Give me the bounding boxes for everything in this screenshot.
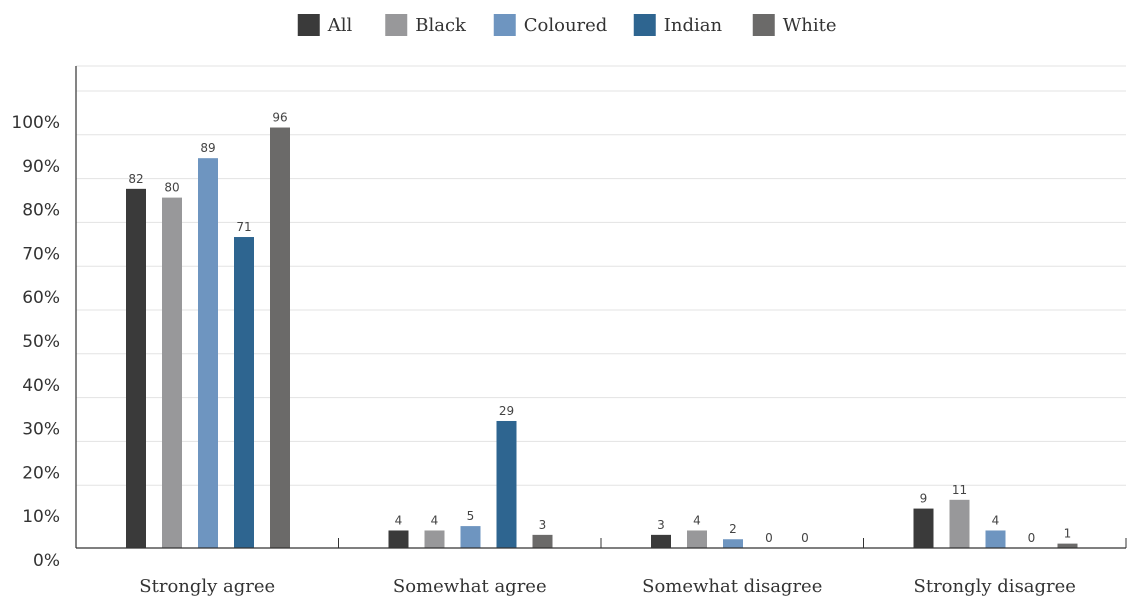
value-label-all-somewhat-agree: 4 <box>395 513 403 527</box>
value-label-black-somewhat-disagree: 4 <box>693 513 701 527</box>
y-tick-label-30: 30% <box>22 420 60 440</box>
category-label-strongly-disagree: Strongly disagree <box>914 576 1076 596</box>
bar-all-strongly-disagree <box>913 508 934 548</box>
axes <box>75 66 1127 549</box>
bar-indian-strongly-agree <box>234 237 254 548</box>
value-label-white-somewhat-disagree: 0 <box>801 531 809 545</box>
y-tick-label-60: 60% <box>22 288 60 308</box>
value-label-coloured-somewhat-disagree: 2 <box>729 522 737 536</box>
legend-swatch-indian <box>633 14 656 36</box>
bar-coloured-somewhat-agree <box>460 526 481 548</box>
gridlines <box>76 65 1126 486</box>
bars <box>126 127 1078 549</box>
bar-black-somewhat-disagree <box>687 530 707 548</box>
category-label-strongly-agree: Strongly agree <box>139 576 275 596</box>
bar-all-somewhat-agree <box>388 530 409 548</box>
value-label-coloured-somewhat-agree: 5 <box>467 509 475 523</box>
y-tick-label-50: 50% <box>22 332 60 352</box>
bar-white-strongly-disagree <box>1057 543 1078 548</box>
y-tick-label-90: 90% <box>22 157 60 177</box>
legend-swatch-white <box>752 14 775 36</box>
value-label-black-strongly-disagree: 11 <box>952 483 967 497</box>
bar-indian-somewhat-agree <box>496 420 517 548</box>
value-label-white-strongly-disagree: 1 <box>1064 527 1072 541</box>
value-label-all-somewhat-disagree: 3 <box>657 518 665 532</box>
legend-swatch-coloured <box>493 14 516 36</box>
y-tick-label-70: 70% <box>22 244 60 264</box>
legend-swatch-black <box>385 14 408 36</box>
bar-coloured-strongly-agree <box>198 158 218 548</box>
legend-label-coloured: Coloured <box>524 15 608 36</box>
legend-label-indian: Indian <box>664 15 723 36</box>
value-label-all-strongly-agree: 82 <box>128 172 143 186</box>
y-axis-ticks: 0% 10% 20% 30% 40% 50% 60% 70% 80% 90% 100% <box>11 113 60 571</box>
category-label-somewhat-disagree: Somewhat disagree <box>642 576 822 596</box>
legend-label-white: White <box>783 15 837 36</box>
bar-all-somewhat-disagree <box>651 534 671 548</box>
value-label-coloured-strongly-disagree: 4 <box>992 513 1000 527</box>
value-label-indian-somewhat-disagree: 0 <box>765 531 773 545</box>
y-tick-label-0: 0% <box>33 551 60 571</box>
bar-all-strongly-agree <box>126 188 146 548</box>
value-labels: 82 80 89 71 96 4 4 5 29 3 3 4 2 0 0 9 11 4 0 1 <box>128 111 1071 545</box>
y-tick-label-100: 100% <box>11 113 60 133</box>
value-label-black-strongly-agree: 80 <box>164 181 179 195</box>
bar-coloured-somewhat-disagree <box>723 539 743 548</box>
value-label-coloured-strongly-agree: 89 <box>200 141 215 155</box>
bar-white-somewhat-agree <box>532 534 553 548</box>
category-label-somewhat-agree: Somewhat agree <box>393 576 547 596</box>
bar-coloured-strongly-disagree <box>985 530 1006 548</box>
bar-black-strongly-agree <box>162 197 182 548</box>
value-label-indian-strongly-disagree: 0 <box>1028 531 1036 545</box>
value-label-white-strongly-agree: 96 <box>272 111 287 125</box>
legend-label-all: All <box>327 15 353 36</box>
value-label-all-strongly-disagree: 9 <box>920 492 928 506</box>
value-label-white-somewhat-agree: 3 <box>539 518 547 532</box>
category-labels: Strongly agree Somewhat agree Somewhat dis… <box>139 576 1076 596</box>
value-label-indian-strongly-agree: 71 <box>236 220 251 234</box>
legend-label-black: Black <box>415 15 467 36</box>
y-tick-label-80: 80% <box>22 201 60 221</box>
y-tick-label-20: 20% <box>22 463 60 483</box>
y-tick-label-40: 40% <box>22 376 60 396</box>
bar-white-strongly-agree <box>270 127 290 549</box>
bar-black-strongly-disagree <box>949 499 970 548</box>
value-label-black-somewhat-agree: 4 <box>431 513 439 527</box>
bar-black-somewhat-agree <box>424 530 445 548</box>
legend: All Black Coloured Indian White <box>297 14 837 36</box>
value-label-indian-somewhat-agree: 29 <box>499 404 514 418</box>
legend-swatch-all <box>297 14 320 36</box>
y-tick-label-10: 10% <box>22 507 60 527</box>
